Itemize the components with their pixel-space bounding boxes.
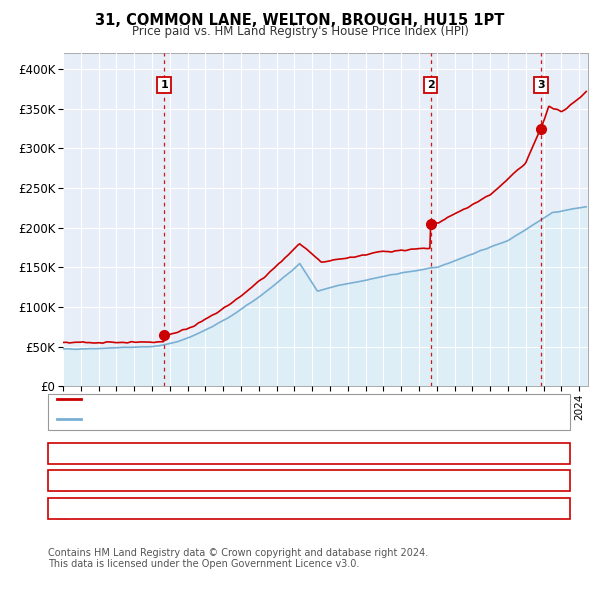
Text: 1: 1: [59, 447, 67, 460]
Text: 3: 3: [59, 502, 67, 515]
Text: 1: 1: [160, 80, 168, 90]
Text: This data is licensed under the Open Government Licence v3.0.: This data is licensed under the Open Gov…: [48, 559, 359, 569]
Text: Price paid vs. HM Land Registry's House Price Index (HPI): Price paid vs. HM Land Registry's House …: [131, 25, 469, 38]
Text: 2: 2: [427, 80, 434, 90]
Text: 25-AUG-2015: 25-AUG-2015: [102, 474, 186, 487]
Text: £325,000: £325,000: [276, 502, 336, 515]
Text: Contains HM Land Registry data © Crown copyright and database right 2024.: Contains HM Land Registry data © Crown c…: [48, 548, 428, 558]
Text: 31, COMMON LANE, WELTON, BROUGH, HU15 1PT (semi-detached house): 31, COMMON LANE, WELTON, BROUGH, HU15 1P…: [87, 394, 490, 404]
Text: £205,000: £205,000: [276, 474, 336, 487]
Text: HPI: Average price, semi-detached house, East Riding of Yorkshire: HPI: Average price, semi-detached house,…: [87, 414, 448, 424]
Text: 20% ↑ HPI: 20% ↑ HPI: [404, 447, 472, 460]
Text: 3: 3: [537, 80, 544, 90]
Text: £65,000: £65,000: [280, 447, 332, 460]
Text: 42% ↑ HPI: 42% ↑ HPI: [404, 474, 472, 487]
Text: 05-NOV-2021: 05-NOV-2021: [103, 502, 185, 515]
Text: 69% ↑ HPI: 69% ↑ HPI: [404, 502, 472, 515]
Text: 31, COMMON LANE, WELTON, BROUGH, HU15 1PT: 31, COMMON LANE, WELTON, BROUGH, HU15 1P…: [95, 13, 505, 28]
Text: 2: 2: [59, 474, 67, 487]
Text: 08-SEP-2000: 08-SEP-2000: [104, 447, 184, 460]
